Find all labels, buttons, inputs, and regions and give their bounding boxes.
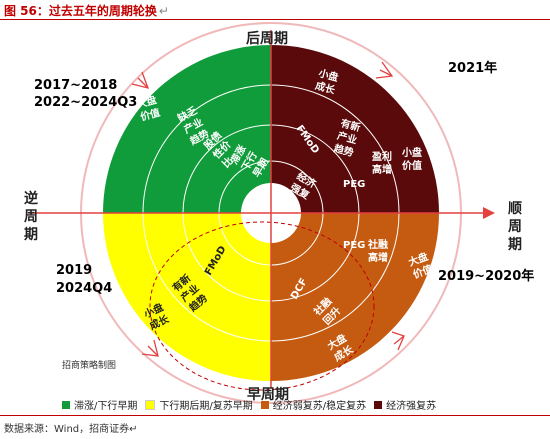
period-label-bottom-left-1: 2019: [56, 263, 93, 278]
period-label-bottom-right: 2019~2020年: [438, 269, 535, 284]
sector-label-maroon-5: PEG: [343, 179, 365, 190]
axis-label-left-3: 期: [24, 227, 38, 243]
title-rule: [0, 19, 550, 20]
legend: 滞涨/下行早期 下行期后期/复苏早期 经济弱复苏/稳定复苏 经济强复苏: [62, 397, 436, 412]
axis-label-bottom: 早周期: [247, 387, 289, 403]
source-note: 数据来源：Wind，招商证券↵: [4, 424, 138, 435]
sector-label-maroon-4: 小盘价值: [401, 146, 422, 172]
axis-label-left: 逆 周 期: [24, 190, 38, 244]
early-cycle-dashed-ellipse: [149, 221, 375, 391]
chart-note: 招商策略制图: [62, 361, 117, 371]
quadrant-yellow: [103, 213, 271, 381]
period-label-bottom-left-2: 2024Q4: [56, 281, 113, 296]
figure-title: 图 56：过去五年的周期轮换 ↵: [4, 2, 169, 19]
quadrant-maroon: [271, 45, 439, 213]
period-label-top-left-1: 2017~2018: [34, 78, 118, 93]
axis-label-left-2: 周: [24, 209, 38, 225]
period-label-top-right: 2021年: [448, 61, 498, 76]
legend-swatch-brown: [260, 400, 269, 409]
axis-label-left-1: 逆: [24, 191, 38, 207]
legend-label-green: 滞涨/下行早期: [74, 401, 138, 412]
axis-label-right-3: 期: [508, 237, 522, 253]
period-label-top-left-2: 2022~2024Q3: [34, 95, 138, 110]
ring-arrow-top-right-icon: [375, 61, 394, 79]
sector-label-maroon-3: 盈利高增: [371, 150, 392, 176]
axis-label-top: 后周期: [246, 31, 288, 47]
legend-swatch-maroon: [374, 400, 383, 409]
axis-label-right-2: 周: [508, 219, 522, 235]
legend-label-yellow: 下行期后期/复苏早期: [159, 401, 253, 412]
quadrant-green: [103, 45, 271, 213]
legend-swatch-yellow: [145, 399, 156, 410]
sector-label-brown-2: 社融高增: [367, 238, 388, 264]
ring-arrow-bottom-right-icon: [391, 331, 405, 351]
sector-label-brown-1: PEG: [343, 240, 365, 251]
axis-label-right-1: 顺: [508, 201, 522, 217]
legend-label-brown: 经济弱复苏/稳定复苏: [272, 401, 367, 412]
ring-arrow-bottom-left-icon: [141, 339, 159, 357]
footer-rule: [0, 415, 550, 416]
axis-label-right: 顺 周 期: [508, 200, 522, 254]
ring-arrow-top-left-icon: [131, 71, 150, 89]
legend-label-maroon: 经济强复苏: [386, 401, 437, 412]
figure-title-text: 过去五年的周期轮换: [48, 4, 157, 18]
figure-label: 图 56：: [4, 4, 49, 18]
quadrant-brown: [271, 213, 439, 381]
return-mark: ↵: [158, 4, 169, 18]
legend-swatch-green: [62, 400, 70, 409]
